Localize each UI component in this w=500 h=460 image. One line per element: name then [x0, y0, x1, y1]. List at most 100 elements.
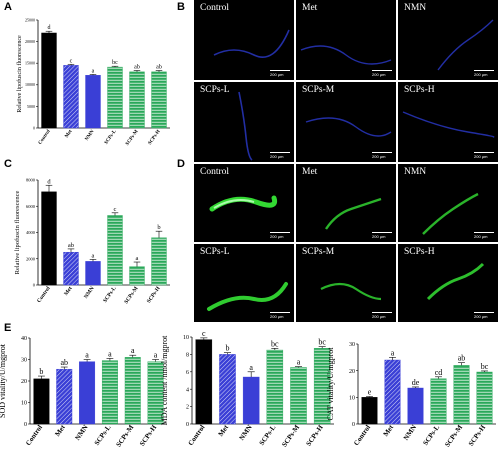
micrograph-label: NMN [404, 167, 427, 177]
y-tick-label: 25000 [25, 17, 35, 22]
worm-green-icon [426, 262, 485, 301]
significance-letter: bc [112, 60, 118, 66]
y-tick-label: 8000 [26, 178, 36, 183]
y-tick-label: 5000 [27, 104, 35, 109]
y-axis-label: Relative lipofuscin fluorescence [14, 191, 21, 275]
y-tick-label: 0 [33, 125, 35, 130]
significance-letter: d [47, 178, 51, 185]
significance-letter: a [92, 252, 95, 259]
y-tick-label: 40 [21, 336, 27, 342]
y-tick-label: 4000 [26, 230, 36, 235]
significance-letter: b [157, 224, 160, 231]
worm-green-icon [209, 195, 278, 212]
y-tick-label: 4 [186, 387, 189, 393]
worm-green-icon [207, 282, 288, 311]
worm-blue-icon [238, 91, 253, 161]
y-tick-label: 10 [21, 401, 27, 407]
chart-a-lipofuscin-bar: 0 5000 10000 15000 20000 25000 Relative lipofu… [16, 17, 170, 147]
panel-letter-d: D [177, 158, 185, 170]
x-tick-label: NMN [85, 129, 96, 142]
micrograph-b-nmn: NMN 200 μm [398, 0, 498, 80]
scale-bar: 200 μm [474, 152, 494, 159]
significance-letter: d [48, 25, 51, 31]
x-tick-label: SCPs-L [421, 423, 441, 447]
significance-letter: a [391, 348, 395, 357]
micrograph-label: Control [200, 167, 230, 177]
y-tick-label: 20 [349, 369, 355, 375]
worm-green-icon [325, 197, 382, 230]
y-tick-label: 30 [21, 358, 27, 364]
panel-letter-b: B [177, 1, 185, 13]
worm-green-icon [320, 282, 382, 301]
x-tick-label: Control [352, 424, 372, 448]
y-tick-label: 0 [24, 422, 27, 428]
scale-bar: 200 μm [270, 70, 290, 77]
bar-nmn [407, 387, 424, 425]
y-axis-label: SOD vitality/U/mgprot [0, 343, 7, 418]
micrograph-d-scps-h: SCPs-H 200 μm [398, 244, 498, 322]
significance-letter: ab [68, 242, 74, 249]
significance-letter: bc [318, 338, 326, 347]
x-tick-label: SCPs-H [467, 423, 487, 447]
micrograph-label: Met [302, 3, 318, 13]
significance-letter: ab [60, 358, 68, 367]
scale-bar: 200 μm [270, 232, 290, 239]
y-tick-label: 6000 [26, 204, 36, 209]
x-tick-label: Met [382, 423, 396, 438]
significance-letter: b [226, 344, 230, 353]
significance-letter: a [297, 358, 301, 367]
significance-letter: a [249, 363, 253, 372]
worm-blue-icon [402, 111, 495, 138]
scale-bar: 200 μm [270, 152, 290, 159]
scale-bar: 200 μm [372, 152, 392, 159]
y-tick-label: 30 [349, 342, 355, 348]
x-tick-label: NMN [402, 424, 418, 442]
scale-bar: 200 μm [474, 312, 494, 319]
worm-blue-icon [437, 19, 494, 71]
significance-letter: c [202, 329, 206, 338]
x-tick-label: SCPs-M [443, 423, 464, 448]
micrograph-label: SCPs-H [404, 85, 435, 95]
y-tick-label: 10 [183, 335, 189, 341]
worm-green-icon [422, 192, 479, 235]
y-tick-label: 0 [352, 422, 355, 428]
micrograph-label: Met [302, 167, 318, 177]
significance-letter: b [39, 367, 43, 376]
significance-letter: a [136, 255, 139, 262]
panel-letter-e: E [4, 322, 12, 334]
micrograph-label: SCPs-M [302, 85, 335, 95]
micrograph-d-nmn: NMN 200 μm [398, 164, 498, 242]
worm-blue-icon [300, 45, 392, 65]
y-tick-label: 6 [186, 370, 189, 376]
significance-letter: e [368, 388, 372, 397]
scale-bar: 200 μm [474, 70, 494, 77]
micrograph-b-scps-h: SCPs-H 200 μm [398, 82, 498, 162]
bar-scps-m [453, 365, 470, 425]
significance-letter: ab [134, 65, 140, 71]
significance-letter: a [131, 346, 135, 355]
significance-letter: de [412, 378, 420, 387]
bar-met [384, 359, 401, 425]
micrograph-d-control: Control 200 μm [194, 164, 294, 242]
micrograph-d-scps-m: SCPs-M 200 μm [296, 244, 396, 322]
y-tick-label: 10 [349, 395, 355, 401]
worm-blue-icon [305, 117, 392, 137]
significance-letter: a [92, 68, 95, 74]
micrograph-d-scps-l: SCPs-L 200 μm [194, 244, 294, 322]
y-tick-label: 15000 [25, 61, 35, 66]
y-tick-label: 2 [186, 405, 189, 411]
panel-letter-a: A [4, 1, 12, 13]
y-axis-label: CAT vitality/U/mgprot [326, 347, 335, 421]
micrograph-b-met: Met 200 μm [296, 0, 396, 80]
chart-c-lipofuscin-bar: 0 2000 4000 6000 8000 Relative lipofuscin flu… [14, 178, 170, 305]
significance-letter: bc [481, 362, 489, 371]
micrograph-b-scps-m: SCPs-M 200 μm [296, 82, 396, 162]
x-tick-label: Met [65, 129, 74, 139]
y-tick-label: 20000 [25, 39, 35, 44]
y-tick-label: 10000 [25, 82, 35, 87]
significance-letter: a [85, 351, 89, 360]
significance-letter: c [114, 206, 117, 213]
